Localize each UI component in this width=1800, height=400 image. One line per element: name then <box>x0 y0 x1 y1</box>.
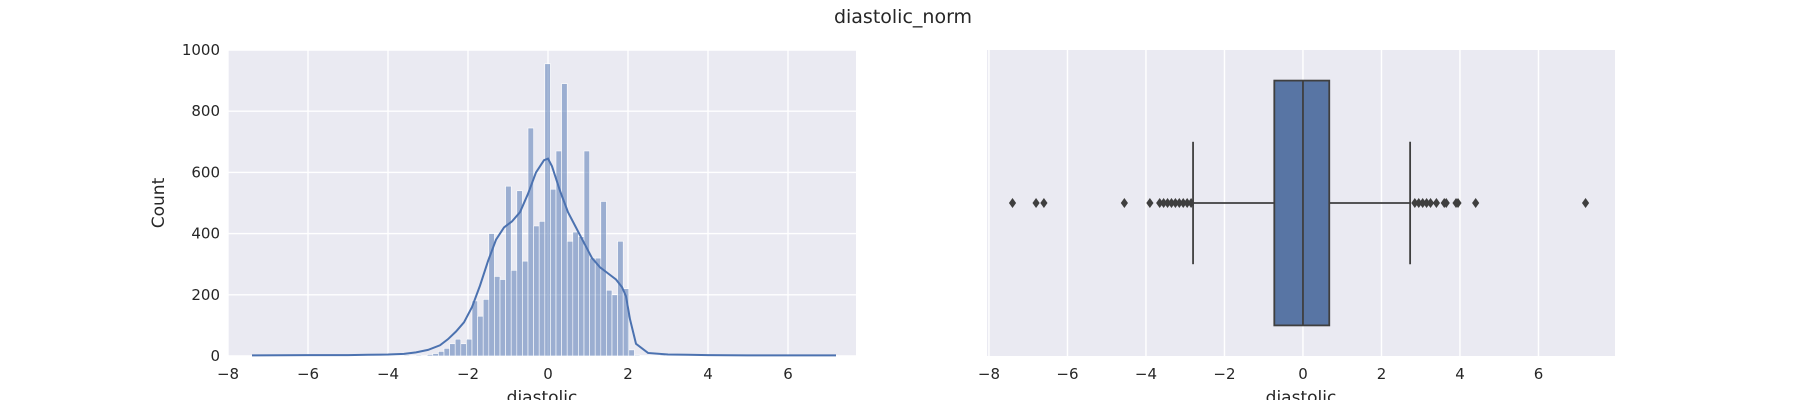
histogram-bar <box>622 288 630 357</box>
boxplot-x-tick-label: 4 <box>1455 365 1465 383</box>
histogram-bar <box>499 279 506 357</box>
boxplot-x-tick-label: 6 <box>1534 365 1544 383</box>
boxplot-outlier-point <box>1187 198 1195 208</box>
histogram-x-tick-label: −8 <box>217 365 239 383</box>
histogram-bar <box>617 240 624 357</box>
boxplot-outlier-point <box>1163 198 1172 208</box>
histogram-bar <box>432 353 439 357</box>
histogram-bar <box>628 349 635 357</box>
boxplot-outlier-point <box>1454 198 1462 208</box>
histogram-bar <box>403 354 410 357</box>
histogram-bar <box>391 355 398 357</box>
histogram-bar <box>426 354 434 357</box>
histogram-bar <box>634 354 641 357</box>
boxplot-outlier-point <box>1146 198 1154 208</box>
boxplot-outlier-point <box>1171 198 1179 208</box>
boxplot-outlier-point <box>1415 198 1423 208</box>
histogram-bar <box>438 351 445 357</box>
boxplot-box-group <box>1192 79 1412 327</box>
histogram-bar <box>533 225 540 357</box>
histogram-bar <box>578 236 585 357</box>
boxplot-outlier-point <box>1426 198 1435 208</box>
boxplot-outlier-point <box>1167 198 1176 208</box>
histogram-bar <box>594 257 602 357</box>
histogram-bar <box>454 338 462 357</box>
boxplot-outlier-point <box>1179 198 1187 208</box>
boxplot-outlier-point <box>1411 198 1419 208</box>
histogram-x-gridlines <box>227 50 789 356</box>
histogram-bar <box>510 270 518 357</box>
boxplot-panel: −8 −6 −4 −2 0 2 4 6 diastolic <box>978 50 1615 400</box>
boxplot-outlier-point <box>1423 198 1431 208</box>
histogram-bar <box>477 315 484 357</box>
histogram-x-tick-label: 0 <box>543 365 553 383</box>
histogram-bar <box>522 260 529 357</box>
histogram-panel: −8 −6 −4 −2 0 2 4 6 0 200 400 600 800 1000 diastolic… <box>149 41 856 400</box>
histogram-x-axis-label: diastolic <box>507 388 578 400</box>
boxplot-x-tick-label: −8 <box>978 365 1000 383</box>
histogram-bar <box>460 343 467 357</box>
boxplot-outliers <box>1008 198 1590 208</box>
boxplot-outlier-point <box>1472 198 1480 208</box>
histogram-x-tick-label: 4 <box>703 365 713 383</box>
histogram-x-tick-label: 2 <box>623 365 633 383</box>
histogram-bar <box>589 257 596 357</box>
histogram-x-tick-label: −6 <box>297 365 319 383</box>
boxplot-outlier-point <box>1581 198 1590 208</box>
histogram-bar <box>466 338 473 357</box>
boxplot-outlier-point <box>1160 198 1168 208</box>
histogram-bar <box>561 83 568 357</box>
boxplot-x-tick-label: −6 <box>1056 365 1078 383</box>
histogram-bar <box>471 300 478 357</box>
histogram-bar <box>544 63 551 357</box>
histogram-y-tick-label: 200 <box>191 286 220 304</box>
histogram-bar <box>494 276 501 357</box>
histogram-bar <box>505 185 512 357</box>
histogram-y-tick-label: 400 <box>191 225 220 243</box>
boxplot-x-tick-label: 2 <box>1377 365 1387 383</box>
boxplot-box <box>1273 79 1331 327</box>
histogram-y-tick-labels: 0 200 400 600 800 1000 <box>182 41 220 365</box>
histogram-y-tick-label: 800 <box>191 102 220 120</box>
boxplot-outlier-point <box>1032 198 1040 208</box>
histogram-bar <box>659 354 666 357</box>
histogram-bar <box>538 221 546 357</box>
histogram-bar <box>606 289 613 357</box>
boxplot-outlier-point <box>1008 198 1017 208</box>
histogram-x-tick-labels: −8 −6 −4 −2 0 2 4 6 <box>217 365 793 383</box>
boxplot-outlier-point <box>1183 198 1191 208</box>
histogram-bar <box>527 127 534 357</box>
histogram-bar <box>600 201 607 357</box>
histogram-bar <box>572 231 579 357</box>
histogram-kde-curve <box>251 157 836 357</box>
histogram-bar <box>449 343 456 357</box>
histogram-x-tick-label: −2 <box>457 365 479 383</box>
boxplot-x-tick-labels: −8 −6 −4 −2 0 2 4 6 <box>978 365 1543 383</box>
histogram-bar <box>550 188 557 357</box>
boxplot-x-tick-label: −2 <box>1213 365 1235 383</box>
histogram-bar <box>443 348 450 357</box>
histogram-bar <box>415 354 422 357</box>
boxplot-outlier-point <box>1156 198 1164 208</box>
boxplot-x-axis-label: diastolic <box>1266 388 1337 400</box>
histogram-y-axis-label: Count <box>149 177 169 228</box>
histogram-x-tick-label: −4 <box>377 365 399 383</box>
boxplot-x-tick-label: 0 <box>1298 365 1308 383</box>
boxplot-outlier-point <box>1175 198 1183 208</box>
histogram-y-tick-label: 0 <box>210 347 220 365</box>
boxplot-outlier-point <box>1120 198 1128 208</box>
histogram-y-tick-label: 600 <box>191 163 220 181</box>
histogram-bar <box>611 294 618 357</box>
histogram-bar <box>482 299 490 357</box>
boxplot-outlier-point <box>1442 198 1450 208</box>
boxplot-x-tick-label: −4 <box>1135 365 1157 383</box>
histogram-bar <box>566 240 574 357</box>
histogram-y-tick-label: 1000 <box>182 41 220 59</box>
figure-title: diastolic_norm <box>834 6 972 28</box>
boxplot-outlier-point <box>1432 198 1441 208</box>
boxplot-outlier-point <box>1419 198 1427 208</box>
boxplot-outlier-point <box>1040 198 1048 208</box>
histogram-x-tick-label: 6 <box>783 365 793 383</box>
